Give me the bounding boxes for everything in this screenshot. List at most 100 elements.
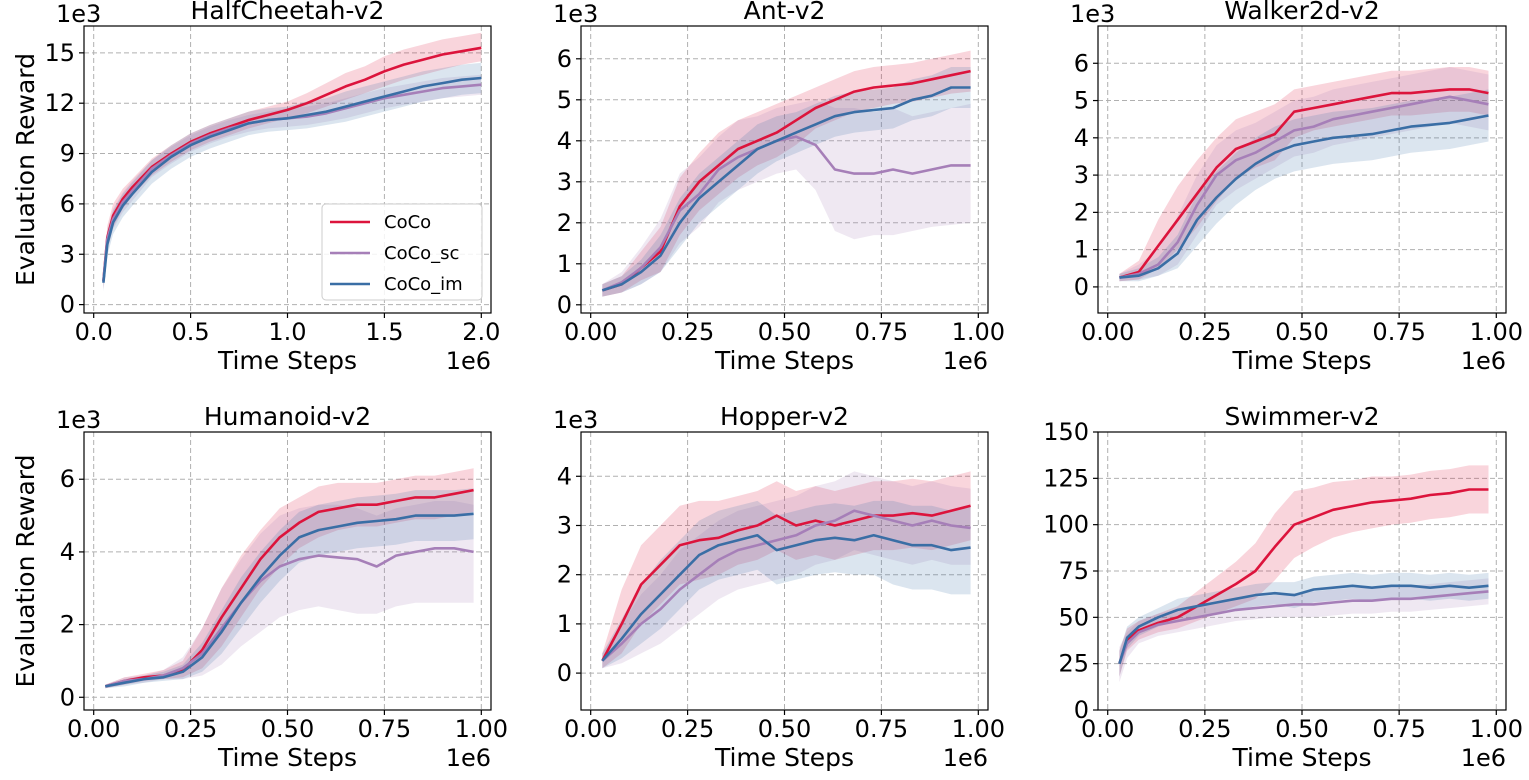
x-tick-label: 1.00 <box>952 715 1005 743</box>
band-coco <box>105 468 474 689</box>
line-coco <box>1118 488 1489 665</box>
band-coco-sc <box>1119 67 1489 282</box>
x-scale-label: 1e6 <box>1461 347 1506 375</box>
x-tick-label: 0.50 <box>758 715 811 743</box>
y-tick-label: 12 <box>44 89 75 117</box>
y-tick-label: 1 <box>1074 236 1089 264</box>
y-tick-label: 3 <box>557 168 572 196</box>
line-coco-sc <box>1119 95 1489 279</box>
y-scale-label: 1e3 <box>1070 0 1115 28</box>
x-axis-label: Time Steps <box>217 743 357 772</box>
line-coco <box>601 504 971 662</box>
legend-label: CoCo_sc <box>384 243 459 264</box>
y-tick-label: 3 <box>1074 161 1089 189</box>
chart-panel-1: 0.0 0.5 1.0 1.5 2.0 0 3 6 9 12 15 HalfCheetah-v2 Tim… <box>11 0 500 375</box>
chart-title: Humanoid-v2 <box>204 402 371 431</box>
x-tick-label: 1.00 <box>1470 318 1523 346</box>
line-coco-sc <box>601 509 971 662</box>
y-tick-label: 1 <box>557 610 572 638</box>
chart-title: Walker2d-v2 <box>1224 0 1379 25</box>
chart-title: Hopper-v2 <box>720 402 849 431</box>
legend: CoCo CoCo_sc CoCo_im <box>321 203 483 301</box>
y-tick-label: 2 <box>557 209 572 237</box>
x-tick-label: 0.25 <box>1178 715 1231 743</box>
line-coco-im <box>105 512 474 688</box>
y-tick-label: 5 <box>1074 87 1089 115</box>
plot-area <box>1119 67 1489 282</box>
line-coco-sc <box>104 546 474 688</box>
y-tick-label: 0 <box>60 683 75 711</box>
y-tick-label: 75 <box>1058 557 1089 585</box>
y-tick-label: 6 <box>1074 49 1089 77</box>
y-tick-label: 5 <box>557 86 572 114</box>
x-tick-label: 0.50 <box>1275 318 1328 346</box>
line-coco-im <box>1118 584 1489 665</box>
chart-panel-4: 0.00 0.25 0.50 0.75 1.00 0 2 4 6 Humanoid-v2 Time … <box>11 402 508 772</box>
y-tick-label: 4 <box>557 127 572 155</box>
x-tick-label: 0.75 <box>1372 318 1425 346</box>
plot-area <box>102 32 482 292</box>
x-tick-label: 1.00 <box>455 715 508 743</box>
x-tick-label: 0.50 <box>261 715 314 743</box>
x-tick-label: 0.00 <box>1081 318 1134 346</box>
chart-panel-5: 0.00 0.25 0.50 0.75 1.00 0 1 2 3 4 Hopper-v2 Time S… <box>553 402 1005 772</box>
x-scale-label: 1e6 <box>446 347 491 375</box>
x-tick-label: 0.00 <box>564 318 617 346</box>
band-coco <box>602 471 971 669</box>
y-scale-label: 1e3 <box>553 0 598 28</box>
line-coco-sc <box>1118 590 1489 665</box>
x-tick-label: 0.25 <box>661 318 714 346</box>
band-coco-im <box>602 67 971 297</box>
x-tick-label: 0.0 <box>75 318 113 346</box>
band-coco-sc <box>602 471 971 669</box>
y-tick-label: 3 <box>60 240 75 268</box>
chart-title: Ant-v2 <box>744 0 826 25</box>
line-coco-im <box>601 86 971 292</box>
y-tick-label: 0 <box>557 291 572 319</box>
band-coco <box>1119 465 1489 677</box>
y-tick-label: 15 <box>44 39 75 67</box>
y-tick-label: 50 <box>1058 603 1089 631</box>
x-tick-label: 0.00 <box>67 715 120 743</box>
y-axis-label: Evaluation Reward <box>11 53 40 286</box>
y-tick-label: 4 <box>60 538 75 566</box>
x-axis-label: Time Steps <box>217 346 357 375</box>
x-scale-label: 1e6 <box>943 347 988 375</box>
y-tick-label: 1 <box>557 250 572 278</box>
x-tick-label: 1.0 <box>268 318 306 346</box>
x-tick-label: 1.00 <box>952 318 1005 346</box>
y-tick-label: 0 <box>557 659 572 687</box>
plot-area <box>601 50 971 297</box>
y-tick-label: 4 <box>557 462 572 490</box>
legend-box <box>321 203 483 301</box>
x-tick-label: 0.75 <box>855 318 908 346</box>
x-tick-label: 0.25 <box>1178 318 1231 346</box>
band-coco <box>103 32 482 290</box>
band-coco-im <box>1119 89 1489 282</box>
line-coco <box>102 46 482 282</box>
line-coco-im <box>1119 114 1489 279</box>
x-tick-label: 0.25 <box>661 715 714 743</box>
y-tick-label: 2 <box>1074 198 1089 226</box>
y-tick-label: 9 <box>60 140 75 168</box>
x-tick-label: 0.75 <box>1372 715 1425 743</box>
x-axis-label: Time Steps <box>1231 346 1371 375</box>
line-coco-sc <box>601 135 971 292</box>
x-tick-label: 0.75 <box>855 715 908 743</box>
y-tick-label: 6 <box>60 465 75 493</box>
chart-panel-3: 0.00 0.25 0.50 0.75 1.00 0 1 2 3 4 5 6 Walker2d-v2 Ti… <box>1070 0 1523 375</box>
y-tick-label: 2 <box>557 561 572 589</box>
legend-label: CoCo_im <box>384 274 463 295</box>
chart-title: HalfCheetah-v2 <box>191 0 385 25</box>
x-tick-label: 0.5 <box>172 318 210 346</box>
y-tick-label: 125 <box>1043 464 1089 492</box>
y-tick-label: 25 <box>1058 650 1089 678</box>
y-scale-label: 1e3 <box>553 406 598 434</box>
band-coco-sc <box>602 99 971 297</box>
x-scale-label: 1e6 <box>1461 744 1506 772</box>
y-axis-label: Evaluation Reward <box>11 455 40 688</box>
y-tick-label: 3 <box>557 511 572 539</box>
plot-area <box>1118 465 1489 683</box>
x-tick-label: 0.75 <box>358 715 411 743</box>
